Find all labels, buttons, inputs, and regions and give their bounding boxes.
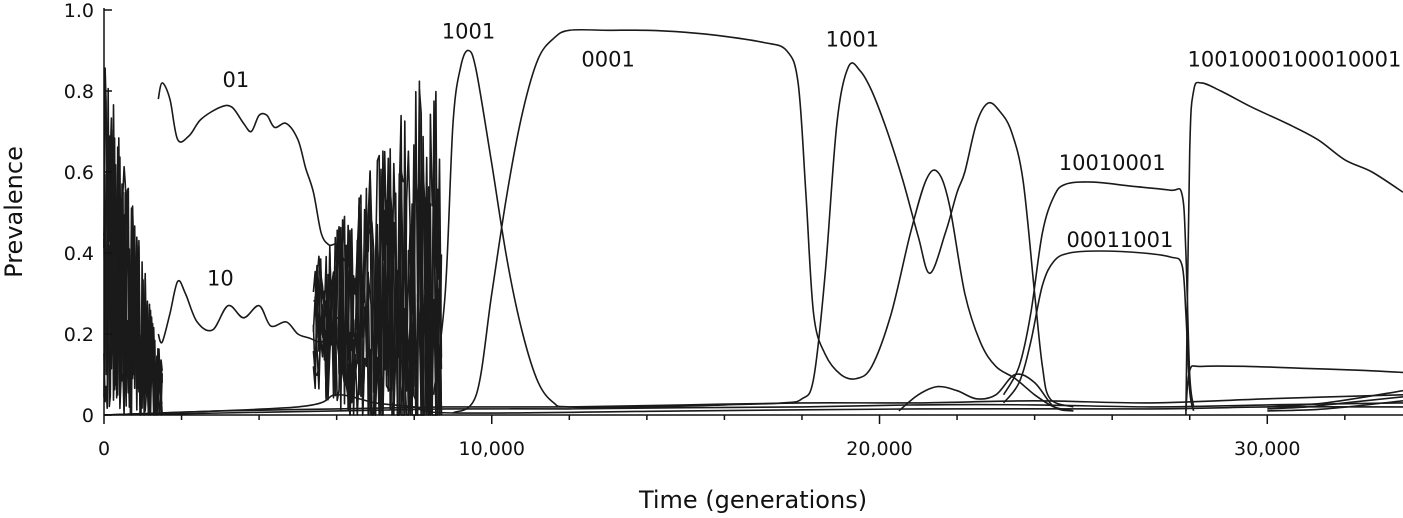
y-tick-label: 0: [82, 405, 94, 427]
series-line-9: [103, 402, 1403, 416]
y-tick-label: 0.2: [64, 324, 94, 346]
x-tick-label: 30,000: [1234, 438, 1300, 460]
series-line-1: [157, 279, 346, 344]
series-annotation-6: 00011001: [1066, 228, 1173, 252]
x-tick-label: 10,000: [459, 438, 525, 460]
series-annotation-0: 01: [222, 68, 249, 92]
axes: 0 0.2 0.4 0.6 0.8 1.0 0 10,000 20,000 30,000: [64, 0, 1403, 460]
y-tick-label: 0.8: [64, 81, 94, 103]
y-tick-label: 0.6: [64, 162, 94, 184]
y-axis-title: Prevalence: [0, 146, 28, 278]
series-line-14: [1267, 389, 1403, 408]
series-annotation-3: 0001: [581, 48, 634, 72]
series-line-0: [157, 82, 346, 262]
series-line-13: [1267, 400, 1403, 412]
series-annotation-7: 1001000100010001: [1188, 48, 1402, 72]
series-line-2: [432, 49, 1074, 409]
x-tick-label: 0: [98, 438, 110, 460]
late-trace-5: [312, 88, 443, 416]
series-line-5: [1002, 250, 1195, 412]
series-line-4: [1002, 181, 1195, 408]
series-annotation-4: 1001: [826, 27, 879, 51]
series-line-7: [1185, 365, 1403, 411]
early-trace-5: [103, 132, 163, 416]
late-trace-3: [312, 100, 443, 416]
series-line-6: [1185, 81, 1403, 416]
series-line-8: [103, 394, 1403, 416]
y-tick-label: 1.0: [64, 0, 94, 22]
series-annotation-1: 10: [207, 266, 234, 290]
x-tick-label: 20,000: [846, 438, 912, 460]
x-axis-title: Time (generations): [638, 486, 867, 514]
annotation-layer: 0110100100011001100100010001100110010001…: [207, 19, 1401, 290]
series-line-3: [452, 28, 1074, 414]
series-annotation-2: 1001: [442, 19, 495, 43]
series-annotation-5: 10010001: [1059, 151, 1166, 175]
series-layer: [103, 28, 1403, 416]
series-line-10: [103, 393, 1403, 416]
series-line-12: [1267, 396, 1403, 410]
series-line-11: [898, 373, 1074, 412]
y-tick-label: 0.4: [64, 243, 94, 265]
early-oscillation-layer: [103, 67, 443, 416]
